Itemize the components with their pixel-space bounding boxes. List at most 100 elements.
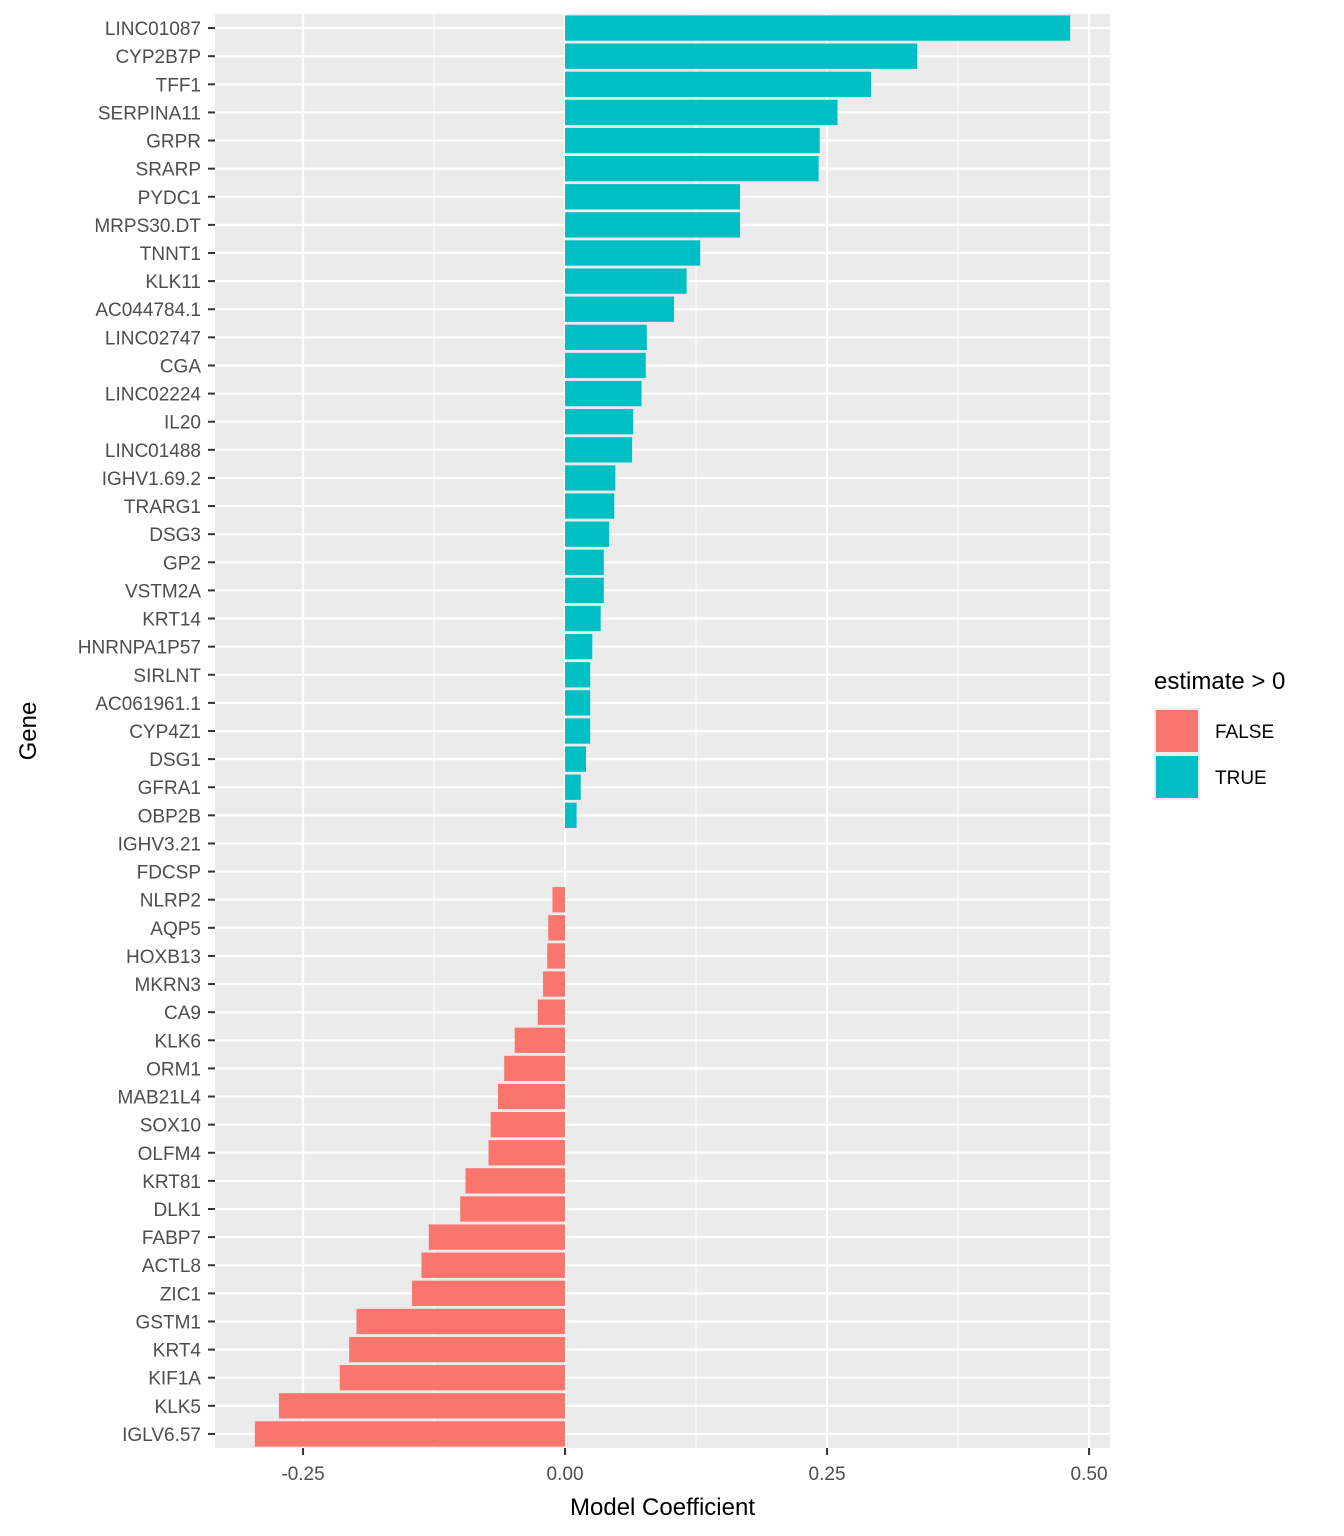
y-tick-label: AC044784.1	[95, 300, 201, 321]
legend-entries: FALSE TRUE	[1154, 708, 1274, 800]
bar-klk5	[278, 1393, 566, 1419]
legend-label-true: TRUE	[1215, 768, 1267, 789]
bar-ighv1-69-2	[565, 465, 616, 491]
y-tick-label: KRT81	[142, 1172, 201, 1193]
bar-ac061961-1	[565, 690, 591, 716]
bar-serpina11	[565, 99, 838, 126]
y-tick-label: MAB21L4	[118, 1088, 202, 1109]
y-tick-label: GRPR	[146, 132, 201, 153]
bar-tnnt1	[565, 240, 701, 266]
y-tick-label: VSTM2A	[125, 581, 201, 602]
bar-linc02224	[565, 380, 642, 407]
bars	[254, 15, 1071, 1447]
bar-vstm2a	[565, 577, 604, 604]
bar-zic1	[412, 1280, 566, 1307]
bar-gfra1	[565, 774, 581, 800]
bar-sirlnt	[565, 662, 591, 688]
legend-key-true	[1156, 756, 1198, 798]
y-tick-label: IGHV1.69.2	[102, 469, 201, 490]
legend-title: estimate > 0	[1154, 668, 1285, 695]
bar-dsg3	[565, 521, 610, 547]
y-tick-label: PYDC1	[138, 188, 201, 209]
y-tick-label: DSG1	[149, 750, 201, 771]
bar-trarg1	[565, 493, 615, 519]
legend-label-false: FALSE	[1215, 722, 1274, 743]
bar-cyp4z1	[565, 718, 591, 744]
bar-linc01087	[565, 15, 1071, 41]
y-tick-label: KRT14	[142, 610, 201, 631]
y-tick-label: HOXB13	[126, 947, 201, 968]
y-axis: LINC01087 CYP2B7P TFF1 SERPINA11 GRPR SRARP PY…	[78, 19, 215, 1446]
bar-kif1a	[339, 1365, 566, 1391]
bar-olfm4	[488, 1140, 566, 1166]
bar-sox10	[490, 1111, 566, 1138]
bar-tff1	[565, 71, 872, 97]
y-tick-label: KIF1A	[148, 1369, 201, 1390]
bar-nlrp2	[552, 887, 566, 913]
x-axis: -0.25 0.00 0.25 0.50	[281, 1448, 1108, 1485]
bar-ac044784-1	[565, 296, 675, 322]
y-tick-label: HNRNPA1P57	[78, 638, 201, 659]
y-tick-label: KLK6	[155, 1031, 201, 1052]
y-tick-label: IL20	[164, 413, 201, 434]
y-tick-label: GSTM1	[136, 1312, 201, 1333]
y-tick-label: AQP5	[150, 919, 201, 940]
y-tick-label: IGLV6.57	[122, 1425, 201, 1446]
y-tick-label: SOX10	[140, 1116, 201, 1137]
y-tick-label: LINC02224	[105, 385, 202, 406]
bar-il20	[565, 409, 634, 435]
y-tick-label: ORM1	[146, 1059, 201, 1080]
bar-krt4	[349, 1336, 566, 1363]
y-tick-label: TRARG1	[124, 497, 201, 518]
y-tick-label: OLFM4	[138, 1144, 202, 1165]
y-tick-label: LINC01488	[105, 441, 201, 462]
y-tick-label: TFF1	[156, 75, 201, 96]
bar-cga	[565, 352, 646, 379]
y-tick-label: AC061961.1	[95, 694, 201, 715]
x-tick-label: 0.00	[547, 1464, 584, 1485]
bar-grpr	[565, 127, 820, 154]
bar-mrps30-dt	[565, 212, 741, 238]
x-tick-label: -0.25	[281, 1464, 324, 1485]
x-tick-label: 0.25	[809, 1464, 846, 1485]
y-tick-label: OBP2B	[138, 806, 201, 827]
y-tick-label: CA9	[164, 1003, 201, 1024]
legend-key-false	[1156, 710, 1198, 752]
bar-ca9	[537, 999, 566, 1025]
bar-mab21l4	[497, 1083, 566, 1110]
y-tick-label: MKRN3	[134, 975, 201, 996]
y-tick-label: CYP4Z1	[129, 722, 201, 743]
y-tick-label: KLK11	[145, 272, 201, 293]
bar-aqp5	[548, 915, 566, 941]
y-tick-label: SRARP	[136, 160, 201, 181]
bar-hoxb13	[547, 943, 566, 969]
y-axis-title: Gene	[15, 702, 42, 761]
bar-actl8	[421, 1252, 566, 1278]
y-tick-label: ZIC1	[160, 1284, 201, 1305]
y-tick-label: FDCSP	[137, 863, 201, 884]
y-tick-label: LINC02747	[105, 328, 201, 349]
y-tick-label: LINC01087	[105, 19, 201, 40]
y-tick-label: GP2	[163, 553, 201, 574]
bar-dsg1	[565, 746, 586, 772]
bar-fabp7	[428, 1224, 566, 1250]
y-tick-label: DLK1	[153, 1200, 201, 1221]
bar-srarp	[565, 155, 819, 182]
y-tick-label: DSG3	[149, 525, 201, 546]
y-tick-label: CYP2B7P	[115, 47, 201, 68]
bar-dlk1	[460, 1196, 566, 1222]
bar-obp2b	[565, 802, 577, 829]
bar-linc01488	[565, 437, 633, 463]
bar-pydc1	[565, 184, 741, 210]
bar-klk6	[514, 1027, 566, 1053]
bar-orm1	[504, 1055, 566, 1082]
bar-gstm1	[356, 1308, 566, 1335]
y-tick-label: CGA	[160, 356, 202, 377]
y-tick-label: FABP7	[142, 1228, 201, 1249]
x-tick-label: 0.50	[1071, 1464, 1108, 1485]
y-tick-label: MRPS30.DT	[94, 216, 201, 237]
y-tick-label: NLRP2	[140, 891, 201, 912]
bar-linc02747	[565, 324, 647, 351]
bar-hnrnpa1p57	[565, 633, 593, 660]
